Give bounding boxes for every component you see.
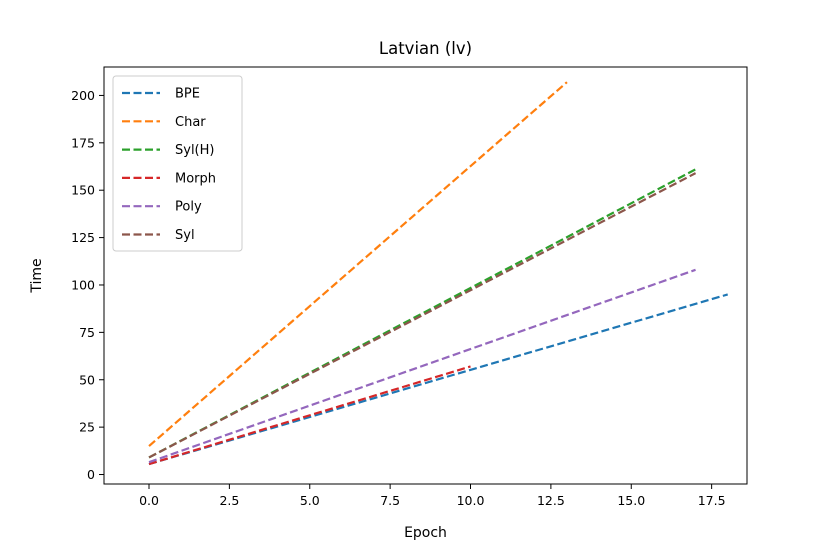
y-axis-ticks: 0 25 50 75 100 125 150 175 200	[71, 88, 104, 482]
y-tick-label: 25	[79, 420, 95, 435]
legend-label-syl: Syl	[175, 228, 195, 243]
y-tick-label: 150	[71, 183, 95, 198]
x-axis-title: Epoch	[404, 525, 447, 541]
x-tick-label: 5.0	[300, 493, 320, 508]
y-tick-label: 175	[71, 135, 95, 150]
chart-title: Latvian (lv)	[379, 39, 472, 58]
x-tick-label: 0.0	[139, 493, 159, 508]
y-tick-label: 0	[87, 467, 95, 482]
legend-label-poly: Poly	[175, 200, 202, 215]
y-axis-title: Time	[29, 258, 45, 293]
series-line-bpe	[148, 293, 729, 466]
y-tick-label: 100	[71, 277, 95, 292]
series-line-morph	[148, 365, 471, 466]
x-tick-label: 17.5	[698, 493, 726, 508]
x-tick-label: 10.0	[457, 493, 485, 508]
legend-label-morph: Morph	[175, 171, 216, 186]
series-line-poly	[148, 268, 696, 464]
legend: BPE Char Syl(H) Morph Poly Syl	[112, 75, 243, 252]
y-tick-label: 200	[71, 88, 95, 103]
y-tick-label: 75	[79, 325, 95, 340]
y-tick-label: 50	[79, 372, 95, 387]
x-tick-label: 7.5	[380, 493, 400, 508]
x-tick-label: 12.5	[537, 493, 565, 508]
y-tick-label: 125	[71, 230, 95, 245]
series-layer	[148, 81, 729, 466]
legend-entries: BPE Char Syl(H) Morph Poly Syl	[122, 87, 216, 243]
series-line-char	[148, 81, 568, 447]
x-axis-ticks: 0.0 2.5 5.0 7.5 10.0 12.5 15.0 17.5	[139, 484, 726, 508]
x-tick-label: 2.5	[219, 493, 239, 508]
legend-box	[112, 75, 243, 252]
legend-label-bpe: BPE	[175, 87, 200, 102]
legend-label-char: Char	[175, 115, 206, 130]
series-line-syl	[148, 172, 697, 459]
legend-label-syl-h: Syl(H)	[175, 143, 214, 158]
x-tick-label: 15.0	[617, 493, 645, 508]
plot-frame	[103, 66, 748, 485]
